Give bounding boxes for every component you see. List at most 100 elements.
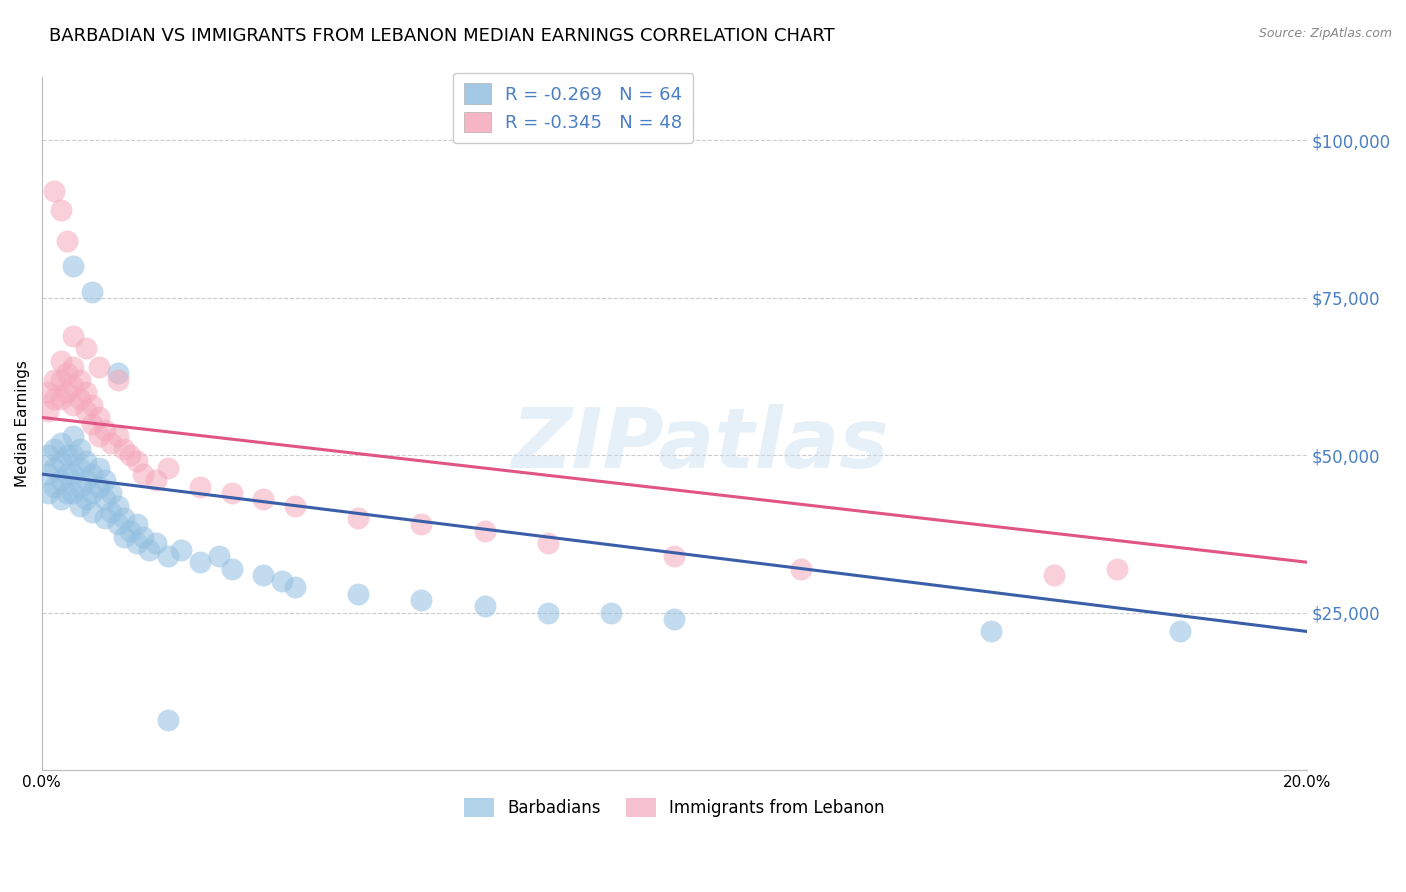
Point xyxy=(474,524,496,538)
Point xyxy=(107,367,129,381)
Point xyxy=(271,574,294,588)
Point xyxy=(94,511,117,525)
Point xyxy=(664,549,686,563)
Point xyxy=(49,474,72,488)
Text: Source: ZipAtlas.com: Source: ZipAtlas.com xyxy=(1258,27,1392,40)
Point xyxy=(49,392,72,406)
Point xyxy=(132,467,155,481)
Point xyxy=(347,511,370,525)
Point xyxy=(75,492,97,507)
Legend: Barbadians, Immigrants from Lebanon: Barbadians, Immigrants from Lebanon xyxy=(457,791,891,824)
Point xyxy=(44,480,66,494)
Point xyxy=(107,373,129,387)
Point xyxy=(44,392,66,406)
Point xyxy=(44,184,66,198)
Point xyxy=(284,581,307,595)
Point xyxy=(112,511,135,525)
Point xyxy=(188,480,211,494)
Point xyxy=(1170,624,1192,639)
Point xyxy=(145,536,167,550)
Point xyxy=(100,505,122,519)
Point xyxy=(62,398,84,412)
Point xyxy=(87,429,110,443)
Point xyxy=(120,524,142,538)
Point xyxy=(87,410,110,425)
Point xyxy=(69,499,91,513)
Point xyxy=(120,448,142,462)
Point xyxy=(94,474,117,488)
Point xyxy=(537,536,560,550)
Point xyxy=(69,373,91,387)
Point xyxy=(100,435,122,450)
Point xyxy=(82,398,104,412)
Point xyxy=(69,480,91,494)
Point xyxy=(56,234,79,248)
Point xyxy=(664,612,686,626)
Point xyxy=(537,606,560,620)
Point xyxy=(75,474,97,488)
Point xyxy=(284,499,307,513)
Point xyxy=(125,454,148,468)
Point xyxy=(94,423,117,437)
Point xyxy=(208,549,231,563)
Point xyxy=(62,467,84,481)
Point xyxy=(75,404,97,418)
Point xyxy=(82,505,104,519)
Point xyxy=(347,587,370,601)
Point xyxy=(138,542,160,557)
Point xyxy=(980,624,1002,639)
Point xyxy=(49,202,72,217)
Point xyxy=(94,492,117,507)
Text: BARBADIAN VS IMMIGRANTS FROM LEBANON MEDIAN EARNINGS CORRELATION CHART: BARBADIAN VS IMMIGRANTS FROM LEBANON MED… xyxy=(49,27,835,45)
Point xyxy=(790,561,813,575)
Point xyxy=(112,530,135,544)
Point xyxy=(56,385,79,400)
Point xyxy=(37,448,59,462)
Point xyxy=(145,474,167,488)
Point xyxy=(107,429,129,443)
Point xyxy=(49,435,72,450)
Point xyxy=(87,480,110,494)
Point xyxy=(37,385,59,400)
Point xyxy=(221,486,243,500)
Point xyxy=(56,486,79,500)
Point xyxy=(132,530,155,544)
Point xyxy=(188,555,211,569)
Point xyxy=(112,442,135,456)
Point xyxy=(37,404,59,418)
Point xyxy=(125,517,148,532)
Point xyxy=(62,328,84,343)
Point xyxy=(221,561,243,575)
Point xyxy=(107,499,129,513)
Point xyxy=(1043,567,1066,582)
Point xyxy=(157,460,180,475)
Point xyxy=(252,567,274,582)
Point xyxy=(82,486,104,500)
Point xyxy=(600,606,623,620)
Point xyxy=(157,549,180,563)
Point xyxy=(44,442,66,456)
Point xyxy=(252,492,274,507)
Point xyxy=(62,429,84,443)
Point xyxy=(37,486,59,500)
Point xyxy=(56,367,79,381)
Point xyxy=(56,467,79,481)
Point xyxy=(49,492,72,507)
Point xyxy=(44,460,66,475)
Y-axis label: Median Earnings: Median Earnings xyxy=(15,360,30,487)
Point xyxy=(1107,561,1129,575)
Point xyxy=(62,448,84,462)
Point xyxy=(56,448,79,462)
Point xyxy=(49,353,72,368)
Point xyxy=(411,517,433,532)
Point xyxy=(49,373,72,387)
Point xyxy=(75,385,97,400)
Point xyxy=(75,454,97,468)
Point xyxy=(125,536,148,550)
Point xyxy=(62,379,84,393)
Point xyxy=(87,460,110,475)
Point xyxy=(44,373,66,387)
Point xyxy=(62,486,84,500)
Point xyxy=(82,417,104,431)
Point xyxy=(157,713,180,727)
